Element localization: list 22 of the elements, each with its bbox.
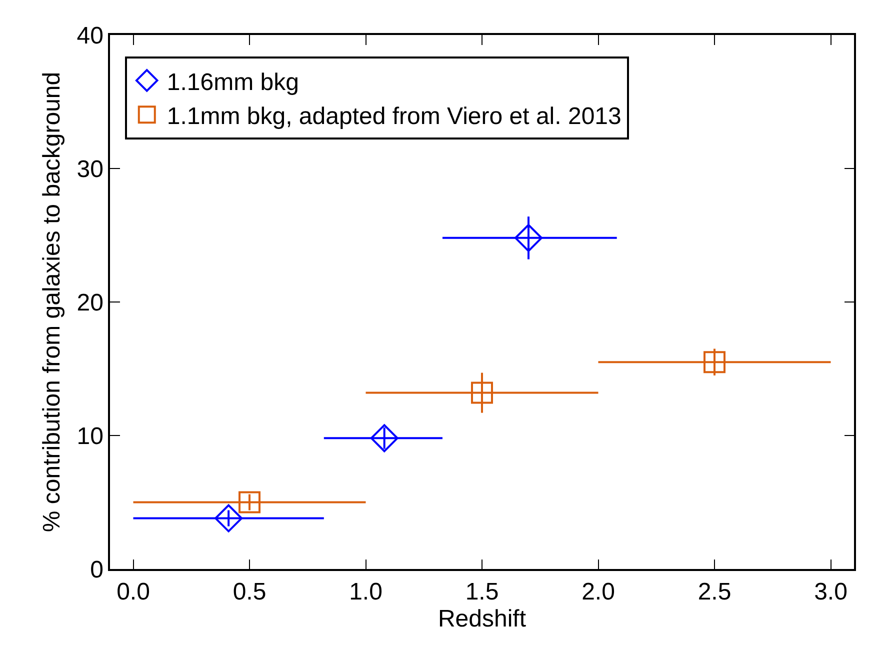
legend-label: 1.1mm bkg, adapted from Viero et al. 2013 [166, 103, 622, 130]
y-tick-label: 30 [76, 156, 104, 183]
legend-label: 1.16mm bkg [166, 68, 299, 96]
x-tick-label: 0.5 [232, 578, 266, 606]
x-tick-label: 3.0 [814, 578, 848, 606]
point [214, 504, 243, 532]
x-tick-label: 2.5 [698, 578, 732, 606]
point [514, 224, 542, 252]
point [370, 424, 398, 452]
x-axis-title: Redshift [438, 606, 526, 633]
y-tick-label: 20 [76, 289, 104, 316]
y-tick-label: 0 [90, 556, 104, 584]
point [471, 382, 493, 404]
y-axis-title: % contribution from galaxies to background [38, 72, 66, 532]
point [238, 491, 260, 514]
point [704, 351, 726, 374]
x-tick-label: 1.5 [465, 578, 499, 606]
y-tick-label: 10 [76, 422, 104, 450]
y-tick-label: 40 [76, 22, 104, 50]
x-tick-label: 1.0 [349, 578, 382, 606]
x-tick-label: 2.0 [582, 578, 615, 606]
x-tick-label: 0.0 [116, 578, 150, 606]
